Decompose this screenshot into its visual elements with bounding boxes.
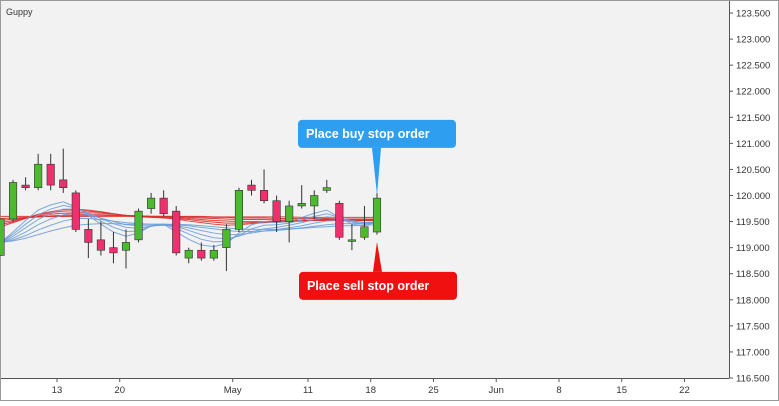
bullish-candle — [360, 226, 369, 238]
bullish-candle — [121, 242, 131, 251]
price-tick-label: 122.000 — [736, 87, 770, 98]
time-tick-label: 11 — [303, 385, 313, 396]
buy-callout-box — [298, 119, 456, 148]
bullish-candle — [297, 203, 306, 207]
bearish-candle — [71, 192, 80, 230]
price-tick-label: 119.000 — [736, 243, 770, 254]
candles — [0, 148, 382, 272]
bearish-candle — [84, 229, 93, 243]
time-axis-background — [0, 378, 779, 401]
price-tick-label: 120.000 — [736, 191, 770, 202]
price-tick-label: 116.500 — [736, 374, 770, 385]
short-ema-line — [0, 212, 378, 243]
buy-callout-label: Place buy stop order — [306, 127, 430, 141]
bearish-candle — [59, 179, 68, 188]
bullish-candle — [285, 205, 294, 222]
price-axis: 116.500 117.000 117.500 118.000 118.500 119.0… — [729, 9, 770, 385]
bearish-candle — [259, 190, 269, 202]
bullish-candle — [184, 249, 193, 259]
bearish-candle — [247, 184, 256, 191]
price-tick-label: 121.500 — [736, 113, 770, 124]
price-tick-label: 119.500 — [736, 217, 770, 228]
price-tick-label: 122.500 — [736, 61, 770, 72]
price-tick-label: 120.500 — [736, 165, 770, 176]
bearish-candle — [172, 210, 181, 254]
time-tick-label: 25 — [428, 385, 439, 396]
price-tick-label: 123.000 — [736, 35, 770, 46]
time-tick-label: 13 — [52, 385, 63, 396]
bullish-candle — [234, 190, 243, 230]
chart-title: Guppy — [6, 7, 33, 17]
price-tick-label: 123.500 — [736, 9, 770, 20]
bearish-candle — [159, 197, 168, 215]
price-tick-label: 118.500 — [736, 269, 770, 280]
plot-background — [0, 0, 729, 378]
price-axis-background — [729, 0, 779, 378]
price-tick-label: 117.000 — [736, 347, 770, 358]
long-ema-line — [0, 212, 377, 224]
sell-callout-box — [299, 271, 457, 300]
bullish-candle — [209, 249, 218, 259]
bullish-candle — [222, 229, 231, 248]
bullish-candle — [34, 163, 43, 188]
time-axis: 13 20 May 11 18 25 Jun 8 15 22 — [52, 378, 690, 396]
time-tick-label: 22 — [679, 385, 690, 396]
bullish-candle — [9, 182, 18, 220]
bullish-candle — [134, 210, 143, 241]
bearish-candle — [46, 163, 55, 186]
price-tick-label: 121.000 — [736, 139, 770, 150]
short-ema-line — [0, 217, 378, 243]
bearish-candle — [335, 203, 344, 238]
bullish-candle — [347, 239, 356, 242]
bullish-candle — [147, 197, 156, 209]
bullish-candle — [0, 218, 5, 256]
time-tick-label: 20 — [114, 385, 125, 396]
time-tick-label: 18 — [365, 385, 376, 396]
bearish-candle — [96, 239, 105, 251]
sell-callout-label: Place sell stop order — [307, 279, 429, 293]
price-tick-label: 118.000 — [736, 295, 770, 306]
bearish-candle — [272, 200, 281, 222]
bullish-candle — [310, 195, 319, 207]
bullish-candle — [322, 187, 331, 191]
time-tick-label: May — [224, 385, 242, 396]
bearish-candle — [109, 247, 118, 254]
annotations: Place buy stop order Place sell stop orde… — [298, 119, 457, 300]
bearish-candle — [197, 249, 206, 259]
bullish-candle — [372, 197, 382, 233]
short-term-emas — [0, 201, 378, 248]
price-tick-label: 117.500 — [736, 321, 770, 332]
time-tick-label: 8 — [556, 385, 561, 396]
bearish-candle — [21, 184, 30, 188]
buy-callout-pointer — [372, 147, 381, 195]
short-ema-line — [0, 208, 378, 243]
time-tick-label: 15 — [616, 385, 627, 396]
time-tick-label: Jun — [489, 385, 504, 396]
short-ema-line — [0, 223, 378, 243]
sell-callout-pointer — [373, 241, 382, 272]
